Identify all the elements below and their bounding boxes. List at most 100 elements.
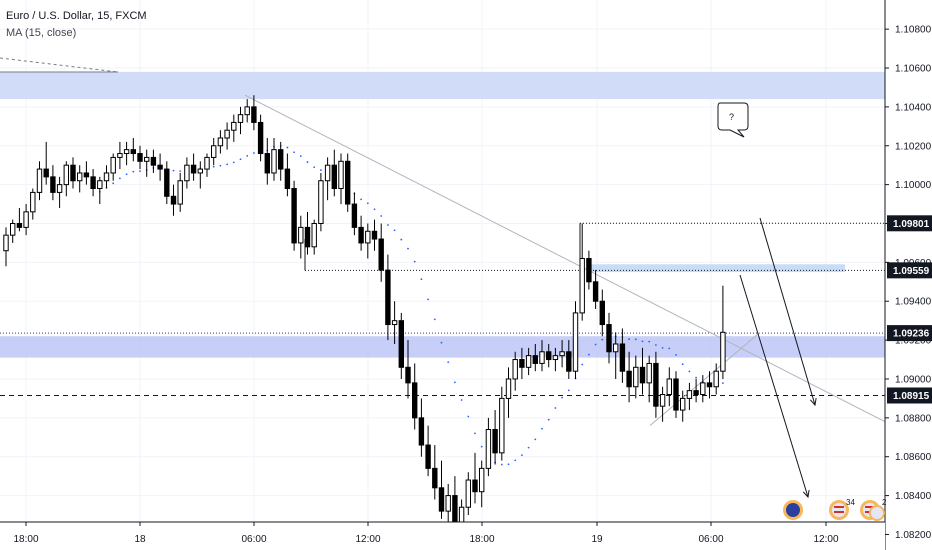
candle-body-16 — [110, 156, 116, 174]
candle-body-63 — [425, 444, 431, 469]
time-tick-label-7: 12:00 — [813, 534, 838, 545]
price-tick-label-11: 1.08600 — [895, 452, 932, 463]
symbol-title[interactable]: Euro / U.S. Dollar, 15, FXCM — [6, 10, 147, 22]
svg-text:34: 34 — [846, 498, 855, 507]
candle-body-38 — [257, 121, 264, 155]
candle-body-6 — [43, 168, 49, 178]
chart-legend: Euro / U.S. Dollar, 15, FXCM MA (15, clo… — [6, 8, 147, 42]
candle-body-86 — [579, 257, 585, 314]
ma-point-36 — [246, 154, 249, 157]
candle-body-60 — [405, 366, 411, 384]
price-axis[interactable]: 1.10800 1.10600 1.10400 1.10200 1.10000 1.098… — [884, 0, 932, 550]
time-axis[interactable]: 18:00 18 06:00 12:00 18:00 19 06:00 12:00 — [0, 521, 885, 550]
candle-body-75 — [505, 378, 512, 399]
candle-body-82 — [552, 355, 559, 361]
ma-point-61 — [413, 260, 416, 263]
ma-point-81 — [547, 418, 550, 421]
candle-body-74 — [499, 397, 505, 454]
ma-point-57 — [387, 224, 389, 226]
candle-body-72 — [485, 429, 492, 469]
candle-body-7 — [50, 176, 56, 193]
price-tick-label-12: 1.08400 — [895, 491, 932, 502]
candle-body-47 — [318, 180, 324, 224]
candle-body-84 — [566, 351, 572, 372]
candle-body-48 — [324, 164, 331, 182]
ma-point-54 — [366, 202, 369, 205]
time-tick-label-4: 18:00 — [469, 534, 494, 545]
candle-body-39 — [264, 153, 271, 174]
candle-body-4 — [30, 191, 36, 213]
ma-point-100 — [675, 353, 677, 356]
arrow-head-1 — [802, 490, 810, 499]
event-icon-us-flag[interactable]: 34 — [829, 498, 855, 520]
arrow-line-1 — [739, 274, 809, 498]
candle-body-53 — [358, 226, 364, 244]
trend-line-up — [649, 331, 761, 426]
price-tag-bg-2 — [887, 325, 932, 342]
price-tick-label-4: 1.10000 — [895, 180, 932, 191]
candle-body-99 — [666, 378, 672, 396]
candle-body-31 — [211, 145, 217, 158]
candle-body-29 — [197, 168, 204, 174]
ma-point-33 — [226, 163, 229, 166]
ma-point-60 — [407, 247, 409, 250]
time-tick-label-3: 12:00 — [355, 534, 380, 545]
ma-point-59 — [400, 238, 403, 241]
time-tick-label-6: 06:00 — [698, 534, 723, 545]
candle-body-95 — [639, 366, 646, 384]
candle-body-97 — [653, 362, 659, 407]
ma-point-63 — [427, 298, 429, 301]
indicator-label[interactable]: MA (15, close) — [6, 27, 77, 39]
candle-body-17 — [117, 153, 123, 158]
ma-point-96 — [648, 340, 651, 343]
price-tick-label-0: 1.10800 — [895, 25, 932, 36]
ma-point-93 — [628, 338, 630, 340]
candle-body-104 — [700, 382, 706, 396]
ma-point-68 — [460, 399, 463, 401]
event-icon-us-flag-2[interactable]: 2 — [860, 498, 887, 521]
ma-point-26 — [179, 170, 182, 173]
ma-point-103 — [695, 376, 697, 379]
ma-point-42 — [286, 146, 289, 149]
candle-body-23 — [157, 164, 163, 170]
arrow-head-0 — [809, 398, 817, 407]
candle-body-70 — [472, 479, 478, 493]
ma-point-55 — [373, 208, 376, 211]
ma-point-82 — [554, 407, 557, 409]
ma-point-67 — [454, 381, 456, 384]
event-icon-globe[interactable] — [783, 500, 803, 520]
ma-point-102 — [688, 370, 691, 373]
price-tag-label-1: 1.09559 — [893, 266, 930, 277]
ma-point-66 — [447, 361, 450, 364]
ma-point-32 — [219, 164, 222, 167]
candle-body-83 — [559, 351, 565, 357]
ma-point-25 — [172, 169, 175, 172]
callout-bubble — [717, 102, 749, 138]
time-tick-label-1: 18 — [134, 534, 146, 545]
price-tick-label-2: 1.10400 — [895, 102, 932, 113]
candle-body-92 — [619, 343, 626, 372]
candle-body-79 — [532, 355, 538, 364]
time-tick-label-0: 18:00 — [13, 534, 38, 545]
ma-point-87 — [588, 353, 590, 356]
candle-body-35 — [237, 114, 244, 123]
candle-body-77 — [519, 359, 525, 368]
ma-point-79 — [534, 438, 537, 441]
candle-body-105 — [706, 382, 713, 388]
candle-body-76 — [512, 359, 518, 380]
candle-body-102 — [686, 390, 693, 399]
candle-body-98 — [659, 394, 666, 407]
candle-body-20 — [137, 153, 143, 162]
candle-body-11 — [77, 172, 83, 182]
candle-body-49 — [331, 164, 338, 190]
candle-body-61 — [412, 382, 418, 419]
event-icons[interactable]: 34 2 — [783, 498, 887, 521]
candle-body-71 — [479, 467, 485, 493]
candle-body-10 — [70, 164, 76, 182]
candle-body-87 — [586, 257, 592, 283]
candle-body-54 — [365, 230, 371, 244]
ma-point-31 — [212, 165, 215, 168]
time-axis-bg — [0, 522, 885, 550]
